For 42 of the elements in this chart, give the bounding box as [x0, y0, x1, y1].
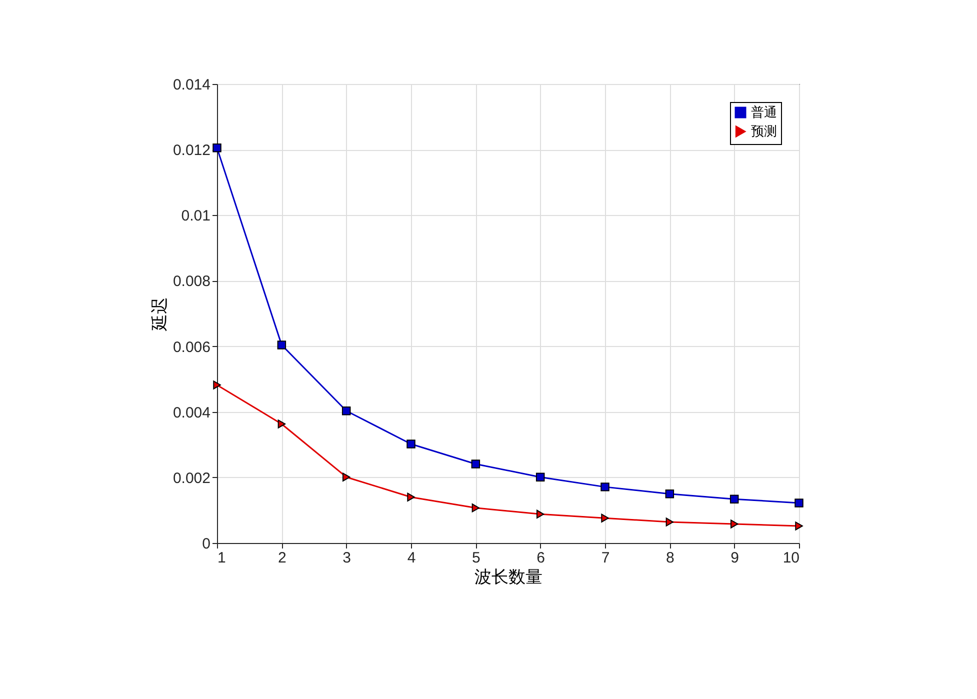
point	[342, 406, 351, 416]
x-tick-label: 9	[730, 550, 740, 566]
y-tick-label: 0.002	[172, 470, 210, 487]
point	[212, 144, 222, 152]
point	[601, 514, 609, 522]
y-tick-label: 0	[202, 536, 210, 552]
y-tick-label: 0.006	[172, 338, 210, 356]
point	[407, 492, 415, 502]
point	[472, 504, 480, 512]
y-tick-label: 0.008	[172, 273, 210, 290]
x-tick-label: 2	[278, 550, 286, 566]
y-tick-label: 0.004	[172, 404, 210, 422]
legend-label: 预测	[751, 124, 777, 138]
y-tick-label: 0.01	[181, 208, 210, 225]
y-axis-title: 延迟	[150, 297, 169, 332]
x-tick-label: 5	[472, 550, 480, 566]
x-tick-label: 1	[218, 550, 226, 566]
point	[277, 340, 286, 350]
point	[213, 380, 221, 390]
point	[794, 498, 804, 508]
point	[666, 518, 674, 526]
x-tick-label: 4	[407, 550, 416, 566]
point	[406, 440, 416, 448]
point	[536, 472, 545, 482]
point	[795, 522, 803, 530]
y-tick-label: 0.012	[172, 142, 210, 160]
point	[342, 472, 350, 482]
point	[536, 510, 544, 519]
x-tick-label: 10	[782, 550, 800, 566]
point	[665, 489, 674, 498]
point	[730, 520, 738, 528]
point	[278, 420, 286, 428]
x-tick-label: 3	[342, 550, 352, 566]
x-tick-label: 7	[601, 550, 610, 566]
legend-label: 普通	[751, 104, 777, 120]
y-tick-label: 0.014	[172, 76, 210, 94]
point	[600, 482, 610, 492]
x-tick-label: 8	[666, 550, 674, 566]
point	[730, 494, 739, 504]
x-axis-title: 波长数量	[474, 568, 542, 586]
x-tick-label: 6	[536, 550, 546, 566]
point	[471, 460, 480, 468]
